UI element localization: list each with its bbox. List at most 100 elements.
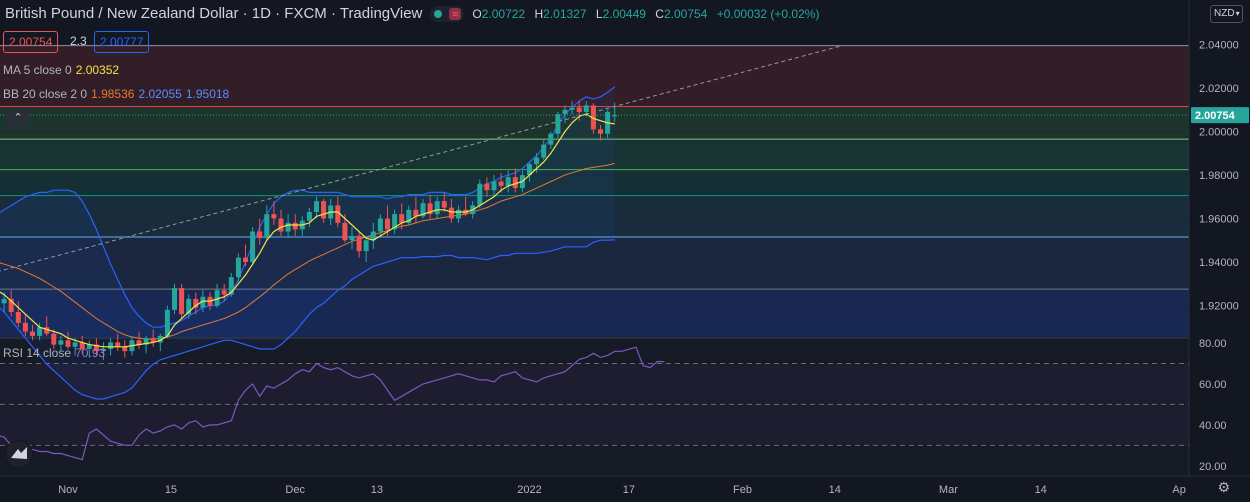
candle-body xyxy=(228,277,234,295)
candle-body xyxy=(413,209,419,217)
time-tick-label: 13 xyxy=(371,484,383,496)
low-value: 2.00449 xyxy=(602,6,646,21)
price-tick-label: 1.94000 xyxy=(1199,257,1239,269)
time-tick-label: Mar xyxy=(939,484,958,496)
time-tick-label: Nov xyxy=(58,484,78,496)
candle-body xyxy=(314,201,319,212)
ma-line xyxy=(0,113,615,348)
candle-body xyxy=(420,203,426,217)
open-key: O xyxy=(472,6,482,21)
buy-button[interactable]: 2.00777 xyxy=(94,31,150,53)
time-tick-label: Dec xyxy=(285,484,305,496)
bollinger-bands xyxy=(0,86,616,400)
high-value: 2.01327 xyxy=(543,6,587,21)
sell-button[interactable]: 2.00754 xyxy=(3,31,59,53)
bb-fill xyxy=(0,86,615,399)
candle-body xyxy=(306,211,312,221)
candle-body xyxy=(179,288,185,315)
market-status-toggle[interactable]: ≋ xyxy=(430,5,465,22)
trendline[interactable] xyxy=(0,45,843,272)
settings-gear-icon[interactable]: ⚙ xyxy=(1217,479,1230,495)
candle-body xyxy=(363,240,369,252)
rsi-line xyxy=(0,346,665,461)
candle-body xyxy=(370,231,376,241)
rsi-legend[interactable]: RSI 14 close 70.93 xyxy=(3,346,105,360)
grid xyxy=(0,44,1189,446)
collapse-legend-button[interactable]: ⌃ xyxy=(6,110,30,126)
rsi-tick-label: 80.00 xyxy=(1199,338,1227,350)
time-axis xyxy=(0,476,1250,502)
candle-body xyxy=(22,322,28,332)
candle-body xyxy=(427,203,433,215)
ma-legend[interactable]: MA 5 close 0 2.00352 xyxy=(3,63,119,77)
candle-body xyxy=(512,177,518,189)
candle-body xyxy=(456,209,461,219)
candle-body xyxy=(65,340,71,347)
candle-body xyxy=(257,231,263,239)
candle-body xyxy=(15,311,21,323)
candle-body xyxy=(349,235,355,241)
candle-body xyxy=(342,222,348,241)
bb-basis-line xyxy=(0,162,615,340)
ma-label: MA 5 close 0 xyxy=(3,63,72,77)
fib-zone xyxy=(0,45,1189,107)
bb-upper-value: 2.02055 xyxy=(138,87,182,101)
price-tick-label: 2.02000 xyxy=(1199,83,1239,95)
candle-body xyxy=(434,201,440,215)
candle-body xyxy=(221,290,227,295)
candle-body xyxy=(143,338,149,345)
wave-icon: ≋ xyxy=(449,7,462,20)
ma-value: 2.00352 xyxy=(75,63,120,77)
symbol-title[interactable]: British Pound / New Zealand Dollar · 1D … xyxy=(5,5,423,22)
candle-body xyxy=(136,340,142,345)
candle-body xyxy=(406,209,412,223)
chart-header: British Pound / New Zealand Dollar · 1D … xyxy=(5,5,825,22)
candle-body xyxy=(335,205,341,223)
candle-body xyxy=(377,218,383,232)
candle-body xyxy=(491,181,497,191)
candle-body xyxy=(356,235,362,252)
currency-selector[interactable]: NZD▾ xyxy=(1210,5,1243,23)
candle-body xyxy=(214,290,220,306)
bb-lower-value: 1.95018 xyxy=(185,87,230,101)
fib-zone xyxy=(0,289,1189,337)
candle-body xyxy=(562,109,568,115)
fib-zone xyxy=(0,236,1189,290)
candle-body xyxy=(385,218,390,230)
price-tick-label: 2.00000 xyxy=(1199,127,1239,139)
candle-body xyxy=(612,115,618,117)
rsi-tick-label: 60.00 xyxy=(1199,379,1227,391)
high-key: H xyxy=(534,6,544,21)
candle-body xyxy=(1,298,7,304)
market-open-dot-icon xyxy=(434,9,443,18)
current-price-label: 2.00754 xyxy=(1195,110,1236,122)
candle-body xyxy=(292,222,298,230)
fibonacci-levels xyxy=(0,45,1189,337)
candle-body xyxy=(321,201,327,219)
tradingview-logo-icon[interactable] xyxy=(5,440,33,468)
close-value: 2.00754 xyxy=(663,6,708,21)
candle-body xyxy=(79,342,85,349)
candle-body xyxy=(569,107,575,110)
candle-body xyxy=(250,231,256,262)
candle-body xyxy=(200,296,206,308)
change-value: +0.00032 (+0.02%) xyxy=(716,6,820,21)
candle-body xyxy=(72,342,78,347)
candle-body xyxy=(264,214,270,239)
bb-legend[interactable]: BB 20 close 2 0 1.98536 2.02055 1.95018 xyxy=(3,87,229,101)
bb-lower-line xyxy=(0,239,615,400)
candle-body xyxy=(86,344,92,349)
candle-body xyxy=(555,114,561,134)
candle-body xyxy=(58,340,64,345)
candle-body xyxy=(93,344,99,352)
candle-body xyxy=(101,348,106,352)
candle-body xyxy=(392,214,398,230)
candle-body xyxy=(448,207,454,219)
time-tick-label: Feb xyxy=(733,484,752,496)
current-price-badge xyxy=(1191,107,1249,124)
candle-body xyxy=(484,183,490,191)
candle-body xyxy=(186,298,192,315)
candle-body xyxy=(271,214,277,219)
